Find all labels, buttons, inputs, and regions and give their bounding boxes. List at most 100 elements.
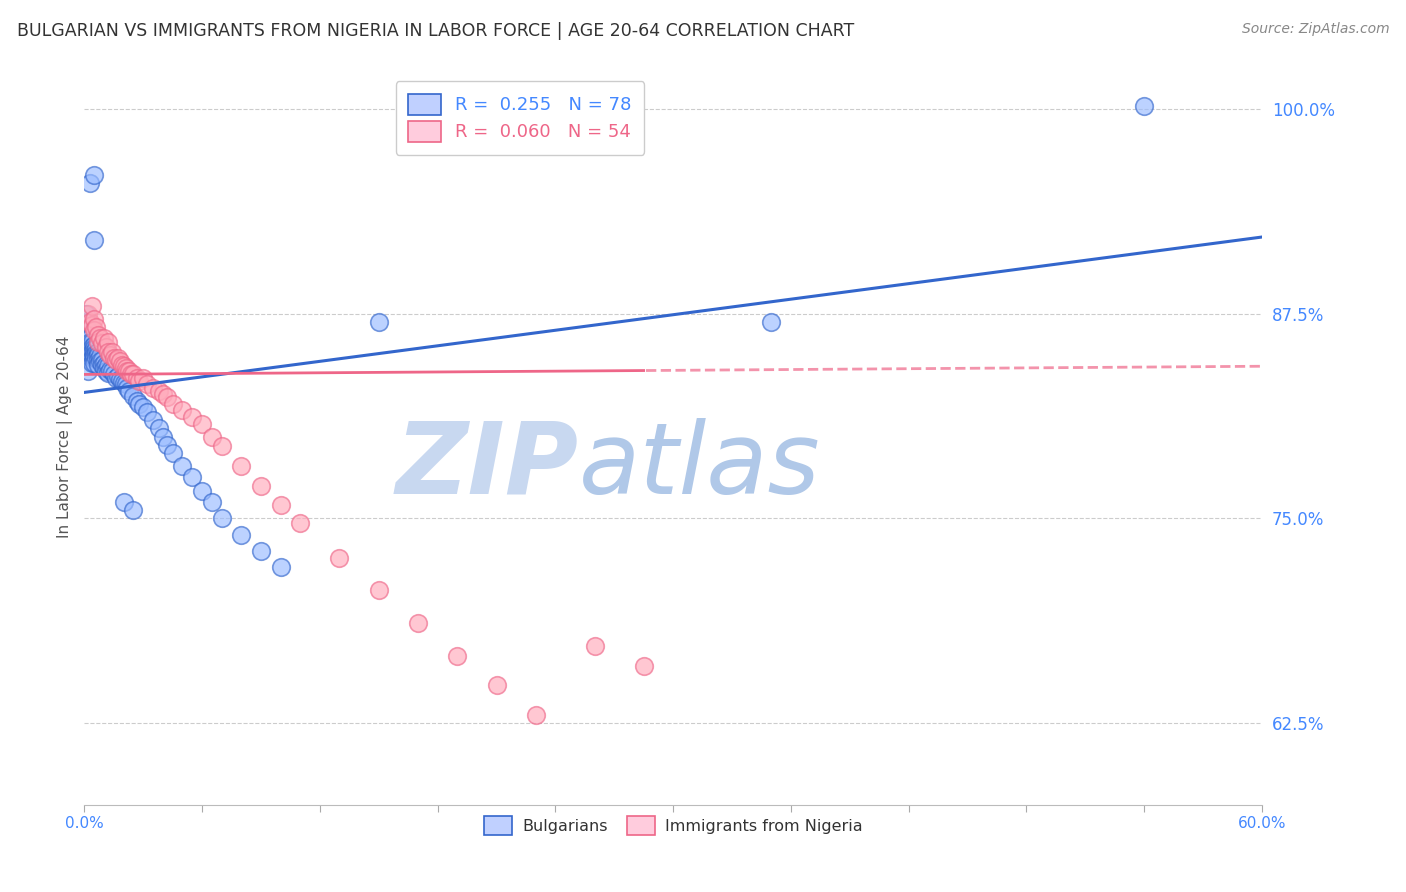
Point <box>84 320 107 334</box>
Point <box>82 299 104 313</box>
Point <box>118 364 141 378</box>
Point <box>110 358 132 372</box>
Point <box>127 370 149 384</box>
Point <box>89 350 111 364</box>
Point <box>132 400 155 414</box>
Point <box>446 648 468 663</box>
Point <box>108 354 131 368</box>
Point <box>100 344 122 359</box>
Point <box>75 331 97 345</box>
Point <box>250 544 273 558</box>
Point <box>79 344 101 359</box>
Point <box>93 360 115 375</box>
Point <box>83 168 105 182</box>
Point <box>328 550 350 565</box>
Point <box>1133 99 1156 113</box>
Point <box>84 346 107 360</box>
Point <box>77 331 100 345</box>
Point <box>77 323 100 337</box>
Point <box>75 315 97 329</box>
Point <box>201 495 224 509</box>
Point <box>84 351 107 365</box>
Point <box>114 377 136 392</box>
Point <box>162 446 184 460</box>
Point <box>89 331 111 345</box>
Text: Source: ZipAtlas.com: Source: ZipAtlas.com <box>1241 22 1389 37</box>
Point <box>290 516 312 531</box>
Point <box>87 334 110 349</box>
Point <box>83 344 105 359</box>
Point <box>97 359 120 374</box>
Point <box>181 409 204 424</box>
Point <box>172 458 194 473</box>
Point <box>122 368 145 382</box>
Point <box>761 315 783 329</box>
Point <box>117 380 139 394</box>
Point <box>128 374 150 388</box>
Point <box>82 351 104 365</box>
Point <box>136 405 159 419</box>
Point <box>156 438 179 452</box>
Point <box>172 403 194 417</box>
Point <box>83 323 105 337</box>
Point <box>79 334 101 349</box>
Point <box>152 429 174 443</box>
Point <box>97 334 120 349</box>
Point <box>75 340 97 354</box>
Point <box>91 336 114 351</box>
Point <box>156 390 179 404</box>
Point <box>127 393 149 408</box>
Point <box>93 356 115 370</box>
Point <box>82 344 104 359</box>
Point <box>79 331 101 345</box>
Point <box>367 583 389 598</box>
Point <box>191 417 214 431</box>
Point <box>91 352 114 367</box>
Point <box>97 344 120 359</box>
Point <box>181 470 204 484</box>
Point <box>112 376 135 390</box>
Point <box>211 439 233 453</box>
Point <box>94 364 117 378</box>
Point <box>148 421 170 435</box>
Point <box>87 344 110 359</box>
Point <box>112 359 135 374</box>
Point <box>524 707 547 722</box>
Point <box>100 364 122 378</box>
Point <box>142 413 165 427</box>
Point <box>114 360 136 375</box>
Point <box>128 397 150 411</box>
Point <box>250 478 273 492</box>
Point <box>110 374 132 388</box>
Text: ZIP: ZIP <box>396 417 579 515</box>
Point <box>79 315 101 329</box>
Point <box>118 384 141 398</box>
Point <box>148 384 170 398</box>
Point <box>231 458 253 473</box>
Point <box>77 307 100 321</box>
Point <box>136 377 159 392</box>
Point <box>75 307 97 321</box>
Point <box>75 348 97 362</box>
Point <box>367 315 389 329</box>
Point <box>98 348 121 362</box>
Legend: Bulgarians, Immigrants from Nigeria: Bulgarians, Immigrants from Nigeria <box>474 807 872 845</box>
Point <box>112 495 135 509</box>
Point <box>82 340 104 354</box>
Point <box>107 351 129 365</box>
Point <box>122 389 145 403</box>
Point <box>79 340 101 354</box>
Point <box>83 233 105 247</box>
Point <box>83 341 105 355</box>
Point <box>120 368 142 382</box>
Text: atlas: atlas <box>579 417 821 515</box>
Point <box>84 341 107 355</box>
Point <box>583 639 606 653</box>
Point <box>103 368 125 382</box>
Point <box>633 658 655 673</box>
Point <box>104 352 127 367</box>
Point <box>191 483 214 498</box>
Point <box>201 429 224 443</box>
Y-axis label: In Labor Force | Age 20-64: In Labor Force | Age 20-64 <box>58 335 73 538</box>
Point <box>406 616 429 631</box>
